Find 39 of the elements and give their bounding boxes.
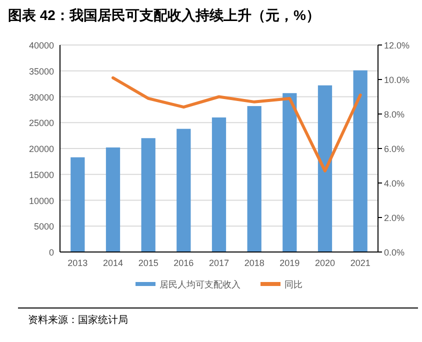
- x-tick-label: 2014: [102, 258, 124, 268]
- x-tick-label: 2018: [244, 258, 264, 268]
- y2-tick-label: 4.0%: [384, 178, 405, 188]
- y2-tick-label: 12.0%: [384, 40, 410, 50]
- y-tick-label: 25000: [28, 118, 54, 128]
- y-tick-label: 10000: [28, 196, 54, 206]
- x-tick-label: 2017: [208, 258, 230, 268]
- y2-tick-label: 2.0%: [384, 213, 405, 223]
- y2-tick-label: 0.0%: [384, 248, 405, 258]
- bar: [318, 85, 332, 252]
- bar: [247, 106, 262, 252]
- y-tick-label: 5000: [34, 222, 54, 232]
- bar: [106, 147, 120, 252]
- bar: [212, 117, 226, 252]
- y2-tick-label: 8.0%: [384, 110, 405, 120]
- y-tick-label: 20000: [28, 144, 54, 154]
- bar: [353, 70, 368, 252]
- bar: [282, 93, 297, 252]
- bar: [176, 128, 191, 252]
- y-tick-label: 15000: [28, 170, 54, 180]
- legend-label: 同比: [284, 280, 302, 290]
- y2-tick-label: 6.0%: [384, 144, 405, 154]
- x-tick-label: 2019: [280, 258, 300, 268]
- chart-title: 图表 42：我国居民可支配收入持续上升（元，%）: [8, 7, 320, 23]
- y-tick-label: 40000: [28, 40, 54, 50]
- legend-label: 居民人均可支配收入: [160, 280, 240, 290]
- x-tick-label: 2013: [68, 258, 88, 268]
- x-tick-label: 2021: [350, 258, 370, 268]
- x-tick-label: 2015: [138, 258, 158, 268]
- y-tick-label: 35000: [28, 66, 54, 76]
- text: 资料来源：国家统计局: [28, 314, 128, 326]
- line-series: [112, 76, 362, 172]
- y-tick-label: 0: [48, 248, 54, 258]
- y-tick-label: 30000: [28, 92, 54, 102]
- y2-tick-label: 10.0%: [384, 75, 410, 85]
- bar: [141, 138, 156, 252]
- x-tick-label: 2016: [174, 258, 194, 268]
- bar: [70, 157, 85, 252]
- x-tick-label: 2020: [314, 258, 336, 268]
